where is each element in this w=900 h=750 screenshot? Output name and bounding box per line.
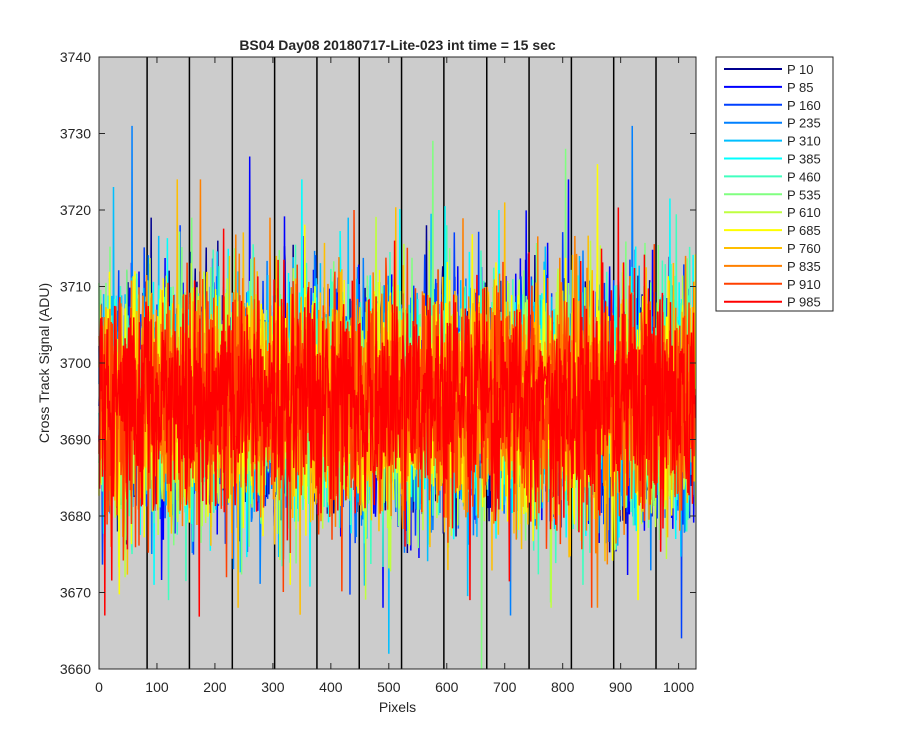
legend: P 10 P 85 P 160 P 235 P 310 P 385 P 460 P 535 P … [715, 56, 834, 312]
legend-label: P 310 [787, 134, 821, 149]
y-tick-label: 3670 [60, 585, 91, 601]
legend-label: P 760 [787, 241, 821, 256]
x-tick-label: 1000 [663, 679, 694, 695]
legend-label: P 610 [787, 205, 821, 220]
x-tick-label: 800 [551, 679, 575, 695]
x-tick-label: 100 [145, 679, 169, 695]
legend-label: P 685 [787, 223, 821, 238]
legend-box [715, 56, 834, 312]
x-axis-label: Pixels [379, 699, 416, 715]
y-tick-label: 3660 [60, 661, 91, 677]
x-tick-label: 400 [319, 679, 343, 695]
series-lines [98, 125, 697, 670]
x-tick-label: 700 [493, 679, 517, 695]
series-line [98, 207, 697, 617]
y-tick-label: 3720 [60, 202, 91, 218]
y-axis-label: Cross Track Signal (ADU) [36, 283, 52, 443]
legend-label: P 160 [787, 98, 821, 113]
legend-label: P 385 [787, 152, 821, 167]
legend-label: P 10 [787, 62, 814, 77]
x-tick-label: 600 [435, 679, 459, 695]
x-tick-label: 300 [261, 679, 285, 695]
legend-label: P 85 [787, 80, 814, 95]
y-tick-label: 3730 [60, 126, 91, 142]
legend-label: P 835 [787, 259, 821, 274]
x-axis: 0 100 200 300 400 500 600 700 800 900 1000 [95, 57, 694, 695]
legend-label: P 235 [787, 116, 821, 131]
x-tick-label: 500 [377, 679, 401, 695]
y-tick-label: 3680 [60, 508, 91, 524]
chart-title: BS04 Day08 20180717-Lite-023 int time = … [239, 37, 556, 53]
y-tick-label: 3710 [60, 279, 91, 295]
y-axis: 3660 3670 3680 3690 3700 3710 3720 3730 3740 [60, 49, 696, 677]
y-tick-label: 3740 [60, 49, 91, 65]
x-tick-label: 200 [203, 679, 227, 695]
legend-label: P 535 [787, 187, 821, 202]
x-tick-label: 0 [95, 679, 103, 695]
x-tick-label: 900 [609, 679, 633, 695]
legend-label: P 460 [787, 169, 821, 184]
legend-label: P 910 [787, 277, 821, 292]
y-tick-label: 3690 [60, 432, 91, 448]
y-tick-label: 3700 [60, 355, 91, 371]
legend-label: P 985 [787, 295, 821, 310]
